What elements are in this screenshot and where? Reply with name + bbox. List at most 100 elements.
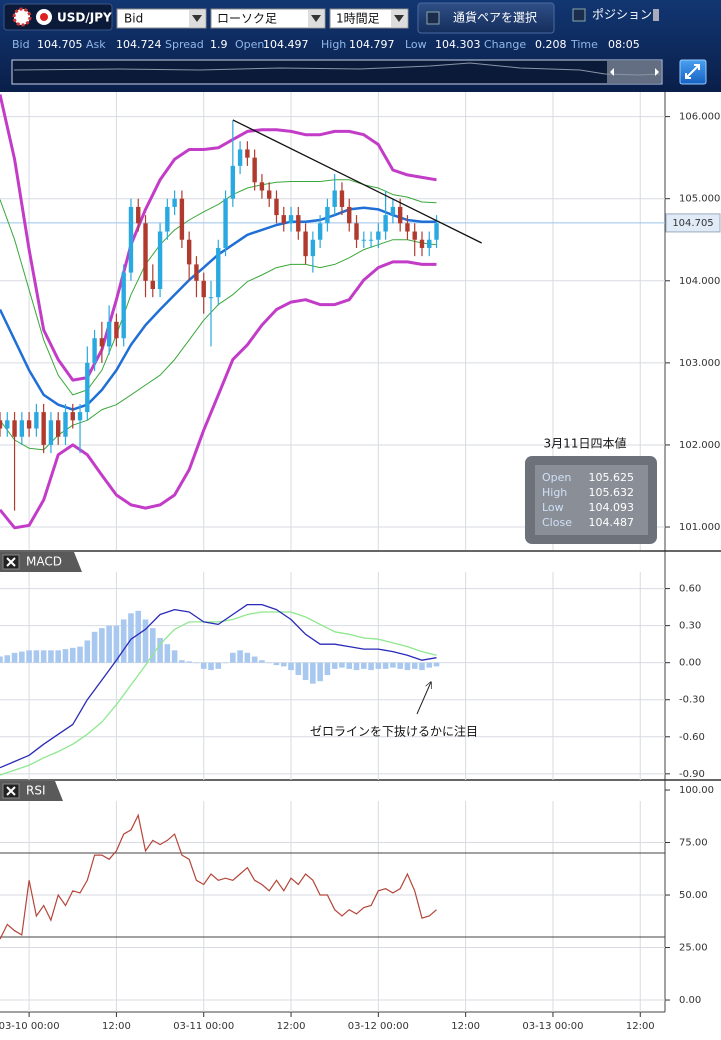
- histogram-bar: [164, 644, 171, 663]
- band-line: [0, 94, 437, 382]
- histogram-bar: [244, 652, 251, 663]
- histogram-bar: [157, 637, 163, 663]
- histogram-bar: [419, 662, 425, 671]
- candle-body: [143, 223, 148, 281]
- band-line: [0, 260, 437, 530]
- trendline: [232, 119, 482, 244]
- histogram-bar: [26, 650, 32, 663]
- jp-flag-dot: [40, 13, 48, 21]
- candle-body: [383, 215, 388, 232]
- histogram-bar: [382, 662, 389, 669]
- info-inner: [535, 465, 648, 535]
- price-type-dropdown[interactable]: [116, 8, 207, 29]
- histogram-bar: [310, 662, 316, 684]
- histogram-bar: [99, 628, 105, 663]
- x-tick-label: 03-11 00:00: [173, 1021, 234, 1032]
- candle-body: [397, 206, 403, 224]
- y-tick-label: 103.000: [679, 358, 720, 369]
- arrow-icon: [192, 15, 202, 22]
- last-price-box: [665, 213, 721, 233]
- navigator-window[interactable]: [607, 61, 662, 83]
- info-label: Open: [542, 471, 571, 484]
- histogram-bar: [222, 662, 229, 664]
- candle-body: [325, 206, 330, 224]
- candle-body: [405, 223, 410, 232]
- us-flag: [12, 7, 32, 27]
- quote-label: Change: [484, 38, 526, 51]
- candle-body: [354, 223, 359, 240]
- x-tick-label: 12:00: [102, 1021, 131, 1032]
- histogram-bar: [230, 652, 236, 663]
- candle-body: [412, 231, 417, 240]
- histogram-bar: [288, 662, 294, 671]
- navigator[interactable]: [11, 59, 663, 85]
- histogram-bar: [302, 662, 309, 680]
- position-checkbox[interactable]: [572, 8, 586, 22]
- x-tick-label: 12:00: [277, 1021, 306, 1032]
- y-tick-label: 75.00: [679, 838, 708, 849]
- candle-body: [419, 239, 425, 248]
- macd-line: [0, 603, 437, 769]
- candle-body: [376, 231, 381, 240]
- y-tick-label: 25.00: [679, 943, 708, 954]
- histogram-bar: [397, 662, 403, 669]
- histogram-bar: [251, 656, 258, 663]
- histogram-bar: [77, 646, 83, 663]
- expand-icon: [685, 64, 700, 79]
- y-tick-label: 102.000: [679, 440, 720, 451]
- histogram-bar: [433, 662, 440, 667]
- candle-body: [434, 223, 439, 240]
- quote-value: 104.797: [349, 38, 395, 51]
- quote-value: 104.724: [116, 38, 162, 51]
- candle-body: [85, 362, 90, 413]
- candle-body: [361, 239, 366, 241]
- candle-body: [252, 157, 257, 183]
- info-label: Close: [542, 516, 572, 529]
- y-tick-label: -0.90: [679, 769, 705, 780]
- histogram-bar: [368, 662, 374, 671]
- histogram-bar: [40, 650, 47, 663]
- y-tick-label: 0.00: [679, 658, 701, 669]
- histogram-bar: [280, 662, 287, 667]
- candle-body: [186, 239, 192, 265]
- x-tick-label: 03-10 00:00: [0, 1021, 60, 1032]
- histogram-bar: [120, 619, 127, 663]
- macd-panel: [0, 572, 665, 780]
- info-label: Low: [542, 501, 564, 514]
- chart-type: ローソク足: [217, 12, 277, 26]
- candle-body: [34, 412, 39, 429]
- quote-label: High: [321, 38, 346, 51]
- pair-select-button[interactable]: [417, 2, 555, 34]
- histogram-bar: [186, 661, 192, 663]
- panel-title: RSI: [26, 784, 46, 798]
- pair-label: USD/JPY: [57, 11, 112, 25]
- candle-body: [274, 198, 279, 216]
- timeframe-dropdown[interactable]: [329, 8, 409, 29]
- chart-type-dropdown[interactable]: [210, 8, 326, 29]
- candle-body: [26, 420, 32, 429]
- candle-body: [157, 231, 163, 289]
- candle-body: [92, 338, 97, 363]
- quote-label: Spread: [165, 38, 204, 51]
- histogram-bar: [353, 662, 360, 671]
- quote-label: Ask: [86, 38, 106, 51]
- info-rows: Open 105.625 High 105.632 Low 104.093 Close 104…: [542, 471, 634, 529]
- candle-body: [347, 206, 352, 224]
- x-tick-label: 12:00: [626, 1021, 655, 1032]
- candle-body: [56, 420, 61, 437]
- histogram-bar: [33, 650, 40, 663]
- pair-box[interactable]: [3, 3, 113, 31]
- histogram-bar: [55, 650, 62, 663]
- candle-body: [296, 215, 301, 232]
- price-panel: [0, 92, 665, 550]
- candle-body: [267, 190, 272, 199]
- candle-body: [70, 412, 75, 421]
- candle-body: [12, 420, 17, 437]
- histogram-bar: [339, 662, 345, 668]
- y-tick-label: -0.60: [679, 732, 705, 743]
- candle-body: [19, 420, 25, 437]
- histogram-bar: [324, 662, 331, 676]
- checkbox[interactable]: [426, 11, 440, 25]
